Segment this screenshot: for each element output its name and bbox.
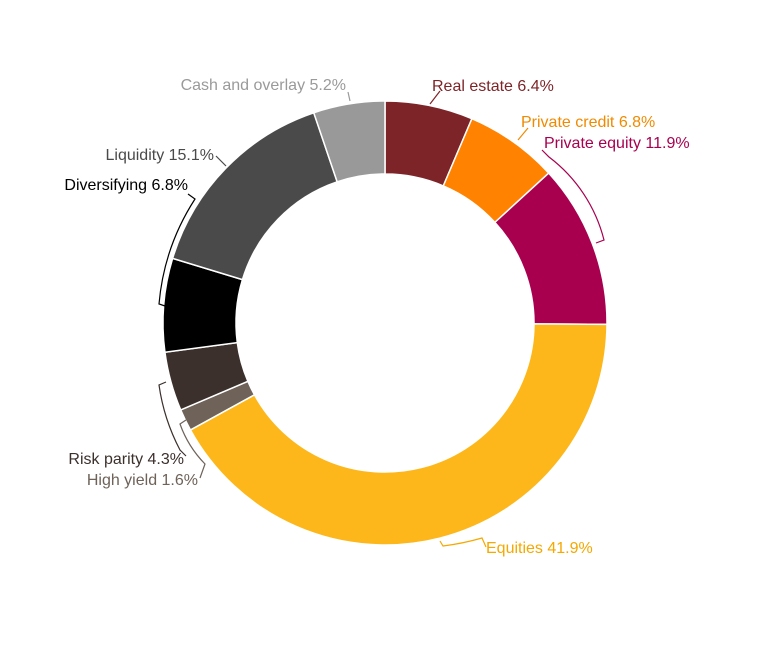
leader-liquidity (215, 155, 227, 167)
label-risk-parity: Risk parity 4.3% (68, 451, 184, 468)
slice-equities (189, 323, 608, 546)
label-real-estate: Real estate 6.4% (432, 78, 554, 95)
label-diversifying: Diversifying 6.8% (64, 177, 188, 194)
label-high-yield: High yield 1.6% (87, 472, 198, 489)
slice-cash-and-overlay (312, 100, 386, 183)
label-private-equity: Private equity 11.9% (544, 135, 690, 152)
leader-private-equity (541, 149, 605, 244)
leader-diversifying (158, 193, 196, 307)
leader-equities (439, 537, 487, 548)
label-cash-and-overlay: Cash and overlay 5.2% (181, 77, 346, 94)
label-liquidity: Liquidity 15.1% (105, 147, 214, 164)
slice-liquidity (171, 111, 339, 281)
label-equities: Equities 41.9% (486, 540, 593, 557)
leader-high-yield (179, 419, 206, 479)
leader-cash-and-overlay (347, 91, 351, 102)
leader-real-estate (429, 90, 441, 105)
leader-risk-parity (158, 381, 187, 457)
label-private-credit: Private credit 6.8% (521, 114, 655, 131)
leader-private-credit (517, 127, 529, 141)
